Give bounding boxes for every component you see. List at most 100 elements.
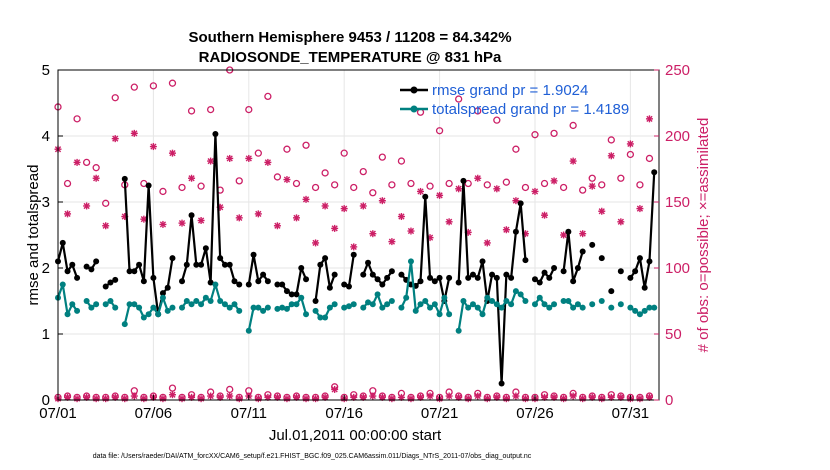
- obs-assimilated-point: [445, 392, 453, 400]
- obs-assimilated-point: [321, 393, 329, 401]
- rmse-point: [164, 284, 171, 291]
- star-stroke: [579, 230, 586, 237]
- rmse-point: [345, 283, 352, 290]
- star-stroke: [503, 226, 510, 233]
- rmse-point: [632, 268, 639, 275]
- totalspread-point: [417, 301, 424, 308]
- star-stroke: [455, 185, 462, 192]
- totalspread-point: [212, 281, 219, 288]
- rmse-point: [226, 261, 233, 268]
- totalspread-point: [217, 298, 224, 304]
- star-stroke: [131, 130, 138, 137]
- y-tick-label: 5: [42, 62, 50, 79]
- rmse-point: [126, 268, 133, 275]
- star-stroke: [236, 214, 243, 221]
- obs-assimilated-point: [645, 115, 653, 123]
- obs-assimilated-point: [407, 227, 415, 235]
- rmse-point: [636, 255, 643, 262]
- rmse-point: [198, 261, 205, 268]
- totalspread-point: [398, 304, 405, 311]
- rmse-point: [589, 241, 596, 248]
- totalspread-point: [298, 294, 305, 301]
- legend-marker-totalspread: [410, 105, 418, 113]
- rmse-point: [64, 268, 71, 275]
- rmse-point: [207, 279, 214, 286]
- totalspread-point: [541, 301, 548, 308]
- star-stroke: [150, 143, 157, 150]
- rmse-point: [202, 245, 209, 252]
- obs-possible-point: [82, 158, 91, 167]
- obs-assimilated-point: [455, 185, 463, 193]
- rmse-point: [374, 276, 381, 283]
- obs-assimilated-point: [560, 231, 568, 239]
- totalspread-point: [412, 307, 419, 314]
- obs-assimilated-point: [474, 392, 482, 400]
- rmse-point: [422, 193, 429, 200]
- rmse-point: [264, 278, 271, 285]
- obs-possible-point: [407, 179, 415, 188]
- star-stroke: [341, 205, 348, 212]
- totalspread-point: [159, 294, 166, 301]
- totalspread-point: [436, 311, 443, 318]
- chart-title: Southern Hemisphere 9453 / 11208 = 84.34…: [188, 29, 511, 46]
- rmse-point: [112, 276, 119, 283]
- obs-assimilated-point: [64, 210, 72, 218]
- rmse-point: [231, 278, 238, 285]
- rmse-point: [331, 271, 338, 278]
- obs-assimilated-point: [483, 395, 491, 403]
- obs-possible-point: [607, 136, 615, 144]
- rmse-point: [646, 258, 653, 265]
- star-stroke: [169, 391, 176, 398]
- star-stroke: [255, 210, 262, 217]
- obs-assimilated-point: [340, 205, 348, 213]
- totalspread-point: [565, 298, 572, 304]
- obs-possible-point: [197, 182, 205, 190]
- star-stroke: [627, 140, 634, 148]
- totalspread-point: [646, 304, 653, 311]
- totalspread-point: [627, 304, 634, 311]
- rmse-point: [541, 269, 548, 276]
- obs-possible-point: [426, 182, 434, 190]
- obs-possible-point: [331, 181, 339, 189]
- totalspread-point: [202, 294, 209, 301]
- obs-assimilated-point: [531, 187, 539, 195]
- totalspread-point: [264, 304, 271, 311]
- obs-assimilated-point: [493, 185, 501, 193]
- star-stroke: [512, 392, 520, 400]
- obs-assimilated-point: [321, 202, 329, 210]
- totalspread-point: [403, 294, 410, 301]
- rmse-point: [379, 281, 386, 288]
- rmse-point: [469, 271, 476, 278]
- totalspread-point: [164, 307, 171, 314]
- obs-possible-point: [569, 121, 577, 130]
- rmse-point: [303, 276, 310, 283]
- obs-assimilated-point: [283, 395, 291, 403]
- rmse-point: [565, 228, 572, 235]
- obs-possible-point: [321, 169, 329, 177]
- star-stroke: [178, 220, 186, 227]
- totalspread-point: [651, 304, 658, 311]
- rmse-point: [140, 278, 147, 285]
- obs-assimilated-point: [312, 239, 320, 247]
- obs-assimilated-point: [273, 222, 281, 230]
- star-stroke: [493, 394, 500, 401]
- rmse-point: [579, 248, 586, 255]
- rmse-point: [417, 278, 424, 285]
- rmse-point: [74, 274, 81, 281]
- rmse-point: [131, 268, 138, 275]
- rmse-point: [455, 279, 462, 286]
- totalspread-point: [93, 301, 100, 308]
- totalspread-point: [64, 311, 71, 318]
- totalspread-point: [374, 291, 381, 298]
- star-stroke: [64, 394, 71, 401]
- rmse-point: [341, 281, 348, 288]
- obs-assimilated-point: [397, 213, 405, 221]
- star-stroke: [589, 394, 596, 401]
- totalspread-point: [236, 307, 243, 314]
- star-stroke: [474, 392, 481, 400]
- obs-possible-point: [206, 105, 215, 114]
- totalspread-point: [121, 321, 128, 328]
- y2-tick-label: 250: [665, 62, 690, 79]
- obs-assimilated-point: [331, 385, 339, 393]
- totalspread-point: [193, 298, 200, 304]
